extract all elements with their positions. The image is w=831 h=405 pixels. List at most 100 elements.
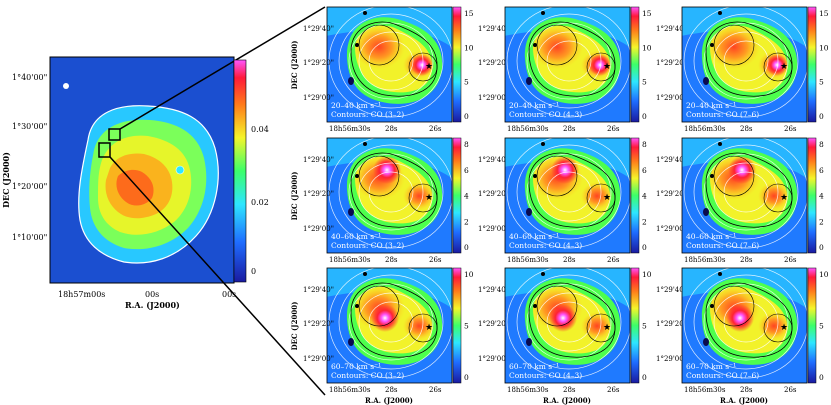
zoom-line-top xyxy=(119,6,326,130)
colorbar-tick-label: 0 xyxy=(642,243,647,252)
velocity-label: 60–70 km s⁻¹ xyxy=(331,362,381,371)
ytick-label: 1°29'40" xyxy=(303,156,334,164)
panel-frame xyxy=(326,267,453,384)
colorbar-tick-label: 10 xyxy=(819,43,829,52)
overview-ytick-4: 1°10'00" xyxy=(12,233,47,242)
overview-map: 0.04 0.02 0 1°40'00" 1°30'00" 1°20'00" 1… xyxy=(1,6,326,396)
contours-label: Contours: CO (3–2) xyxy=(331,110,404,119)
ytick-label: 1°29'00" xyxy=(656,355,687,363)
source-marker xyxy=(718,272,722,276)
xtick-label: 18h56m30s xyxy=(507,386,549,394)
emission-hotspot xyxy=(728,156,756,184)
co-contour xyxy=(368,40,414,82)
panel-frame xyxy=(504,6,631,123)
emission-hotspot xyxy=(589,54,611,76)
overview-cbar-tick-3: 0 xyxy=(251,267,256,276)
ytick-label: 1°29'00" xyxy=(478,355,509,363)
colorbar-tick-label: 0 xyxy=(464,112,469,121)
xtick-label: 18h56m30s xyxy=(684,256,726,264)
ytick-label: 1°29'20" xyxy=(656,320,687,328)
colorbar-tick-label: 2 xyxy=(819,217,824,226)
colorbar-tick-label: 4 xyxy=(642,192,647,201)
source-marker xyxy=(718,142,722,146)
xtick-label: 28s xyxy=(385,256,398,264)
source-marker xyxy=(348,77,354,85)
emission-peak-east xyxy=(581,182,613,210)
emission-hotspot xyxy=(373,156,401,184)
co-contour xyxy=(368,301,414,343)
source-marker xyxy=(533,304,537,308)
velocity-label: 40–60 km s⁻¹ xyxy=(331,232,381,241)
beam-circle xyxy=(763,313,793,343)
ytick-label: 1°29'20" xyxy=(478,59,509,67)
source-marker xyxy=(363,142,367,146)
ytick-label: 1°29'40" xyxy=(656,25,687,33)
colorbar-tick-label: 2 xyxy=(642,217,647,226)
panel-frame xyxy=(504,267,631,384)
xtick-label: 18h56m30s xyxy=(329,125,371,133)
ytick-label: 1°29'40" xyxy=(478,156,509,164)
colorbar-tick-label: 6 xyxy=(642,166,647,175)
contours-label: Contours: CO (3–2) xyxy=(331,241,404,250)
beam-circle xyxy=(586,313,616,343)
ytick-label: 1°29'20" xyxy=(303,59,334,67)
xtick-label: 18h56m30s xyxy=(684,386,726,394)
source-marker xyxy=(533,174,537,178)
colorbar-tick-label: 0 xyxy=(819,373,824,382)
emission-peak-east xyxy=(758,312,790,340)
emission-peak-west xyxy=(353,25,405,69)
ra-axis-label: R.A. (J2000) xyxy=(543,396,591,405)
colorbar-tick-label: 0 xyxy=(464,243,469,252)
beam-circle xyxy=(408,313,438,343)
xtick-label: 26s xyxy=(784,125,797,133)
overview-xtick-1: 18h57m00s xyxy=(58,290,105,299)
co-contour xyxy=(723,171,769,213)
co-contour xyxy=(713,162,779,222)
overview-nebula xyxy=(63,83,219,264)
colorbar-tick-label: 0 xyxy=(464,373,469,382)
co-contour xyxy=(693,274,799,370)
ytick-label: 1°29'40" xyxy=(478,286,509,294)
co-contour xyxy=(516,13,622,109)
xtick-label: 28s xyxy=(385,125,398,133)
ytick-label: 1°29'00" xyxy=(656,94,687,102)
contours-label: Contours: CO (7–6) xyxy=(686,110,759,119)
xtick-label: 28s xyxy=(563,125,576,133)
ytick-label: 1°29'00" xyxy=(478,94,509,102)
velocity-label: 40–60 km s⁻¹ xyxy=(686,232,736,241)
xtick-label: 18h56m30s xyxy=(507,125,549,133)
ytick-label: 1°29'20" xyxy=(303,320,334,328)
panel-frame xyxy=(326,6,453,123)
star-marker-icon: ★ xyxy=(603,323,611,333)
source-marker xyxy=(526,77,532,85)
contours-label: Contours: CO (4–3) xyxy=(509,110,582,119)
colorbar-tick-label: 15 xyxy=(819,9,829,18)
colorbar-tick-label: 6 xyxy=(464,166,469,175)
overview-xlabel: R.A. (J2000) xyxy=(125,300,180,310)
overview-ytick-1: 1°40'00" xyxy=(12,73,47,82)
xtick-label: 26s xyxy=(607,256,620,264)
xtick-label: 18h56m30s xyxy=(329,386,371,394)
colorbar-tick-label: 5 xyxy=(819,322,824,331)
source-marker xyxy=(703,208,709,216)
co-contour xyxy=(713,31,779,91)
overview-ytick-2: 1°30'00" xyxy=(12,122,47,131)
colorbar-tick-label: 5 xyxy=(464,78,469,87)
colorbar-tick-label: 6 xyxy=(819,166,824,175)
contours-label: Contours: CO (7–6) xyxy=(686,371,759,380)
source-marker xyxy=(348,208,354,216)
source-marker xyxy=(710,43,714,47)
source-marker xyxy=(526,208,532,216)
emission-hotspot xyxy=(766,54,788,76)
panel-colorbar xyxy=(452,267,462,384)
co-contour xyxy=(516,144,622,240)
colorbar-tick-label: 15 xyxy=(464,9,474,18)
panel-colorbar xyxy=(807,6,817,123)
xtick-label: 26s xyxy=(429,386,442,394)
